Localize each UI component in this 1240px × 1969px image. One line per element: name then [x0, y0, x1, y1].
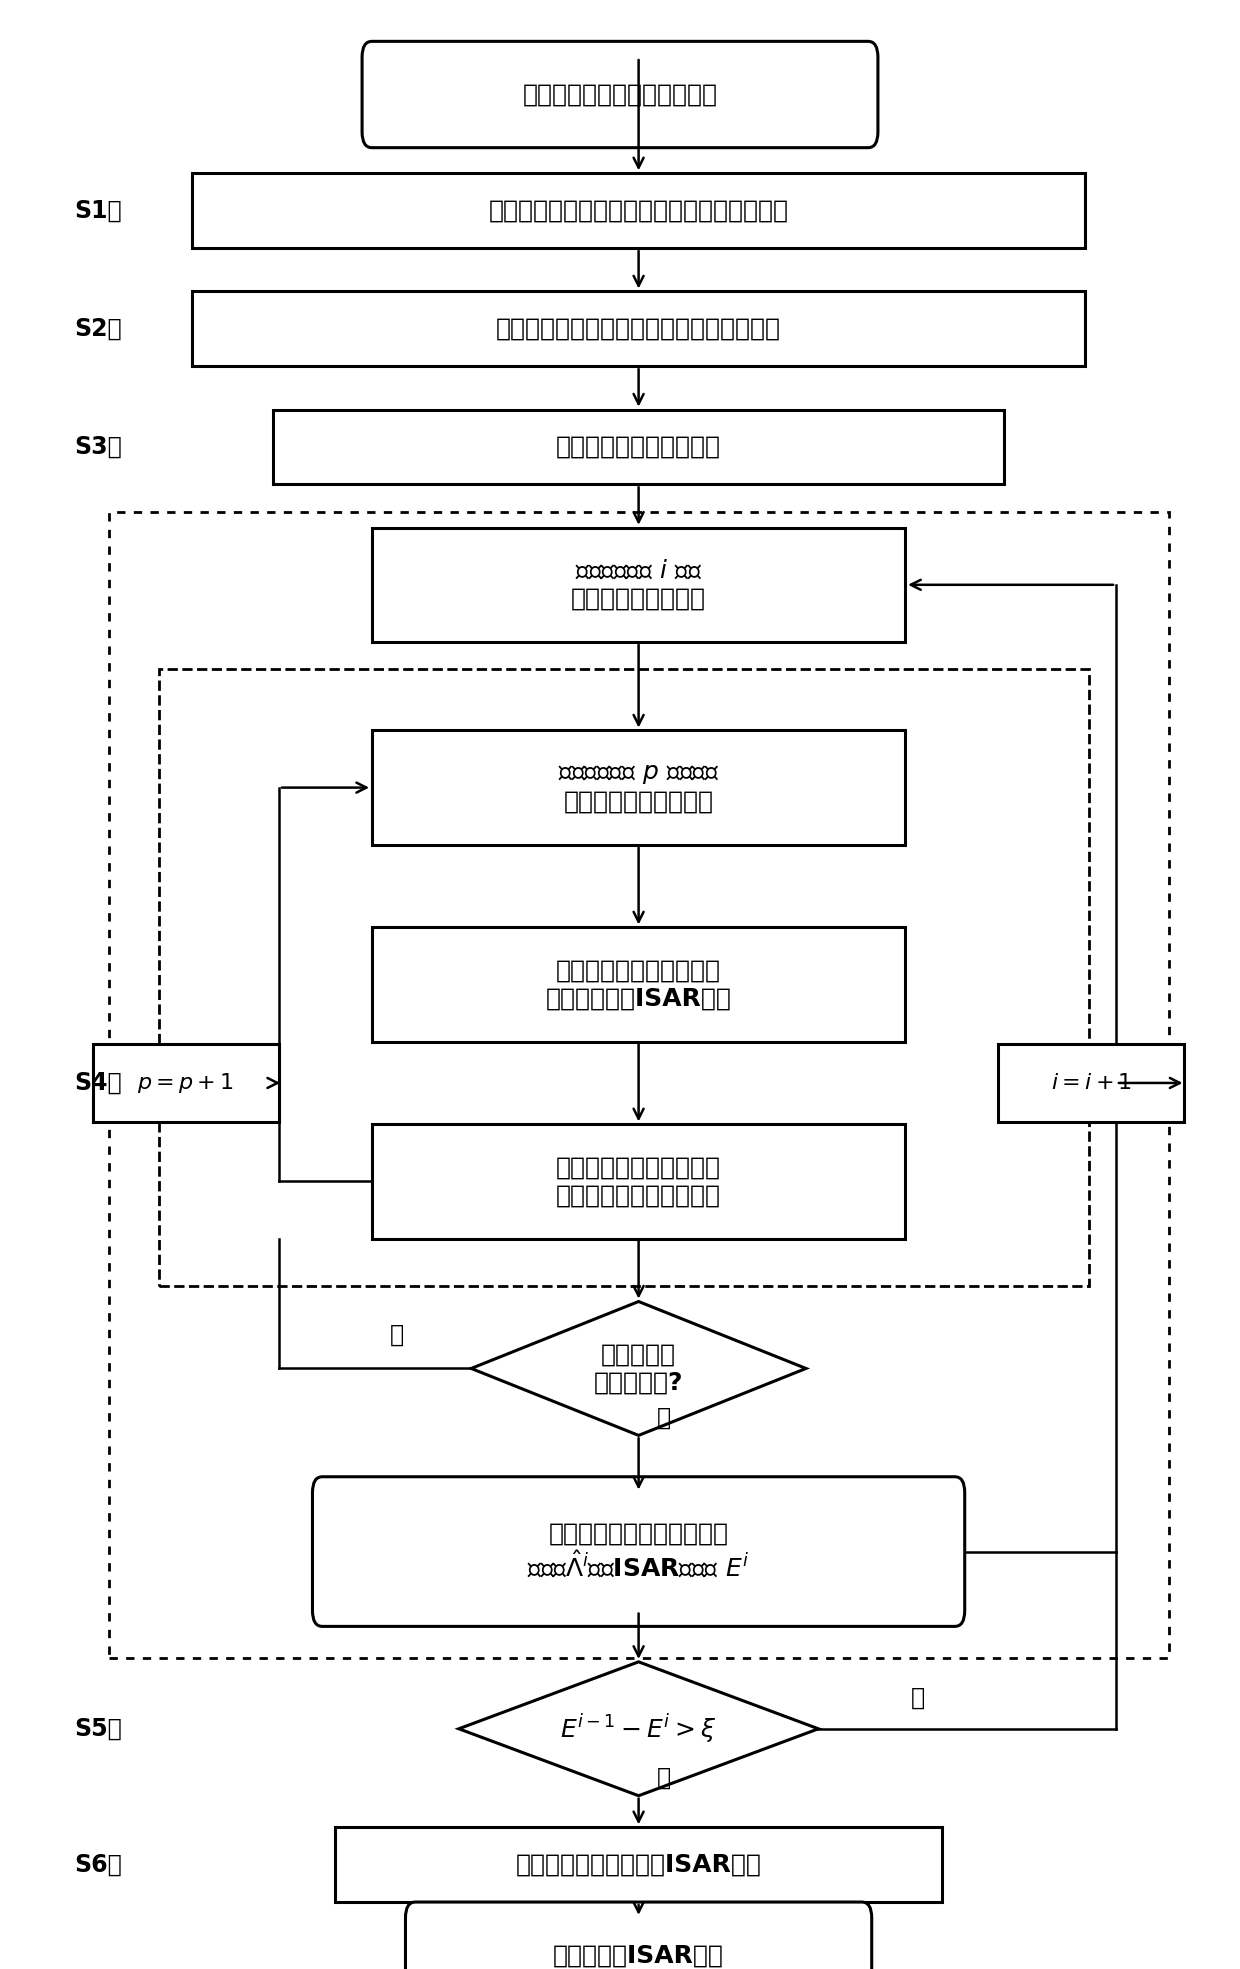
Text: 是: 是 — [656, 1406, 671, 1429]
Text: 聚焦良好的ISAR图像: 聚焦良好的ISAR图像 — [553, 1943, 724, 1967]
Text: S1：: S1： — [74, 199, 122, 222]
FancyBboxPatch shape — [405, 1902, 872, 1969]
FancyBboxPatch shape — [372, 730, 905, 845]
Text: S2：: S2： — [74, 317, 122, 341]
Text: 构建基于压缩感知的稀疏孔径相位自聚焦模型: 构建基于压缩感知的稀疏孔径相位自聚焦模型 — [489, 199, 789, 222]
Text: 全部回波相
位更新完毕?: 全部回波相 位更新完毕? — [594, 1343, 683, 1394]
Text: 包络对齐后的一维距离像数据: 包络对齐后的一维距离像数据 — [522, 83, 718, 106]
Text: 利用候选相位补偿向量进
行补偿并重构ISAR图像: 利用候选相位补偿向量进 行补偿并重构ISAR图像 — [546, 959, 732, 1010]
Text: 成像质量评估获取当前回
波最优补偿相位和图像熵: 成像质量评估获取当前回 波最优补偿相位和图像熵 — [556, 1156, 722, 1207]
Text: S3：: S3： — [74, 435, 123, 459]
Text: S5：: S5： — [74, 1717, 123, 1741]
FancyBboxPatch shape — [192, 173, 1085, 248]
FancyBboxPatch shape — [998, 1044, 1184, 1122]
Text: 设定本轮（第 $i$ 轮）
相位误差估计偏移值: 设定本轮（第 $i$ 轮） 相位误差估计偏移值 — [572, 559, 706, 610]
Text: 否: 否 — [656, 1766, 671, 1790]
Text: $E^{i-1}-E^i>\xi$: $E^{i-1}-E^i>\xi$ — [560, 1711, 717, 1747]
FancyBboxPatch shape — [93, 1044, 279, 1122]
FancyBboxPatch shape — [312, 1477, 965, 1626]
Text: 当前回波（第 $p$ 个）偏移
候选相位补偿向量获取: 当前回波（第 $p$ 个）偏移 候选相位补偿向量获取 — [558, 762, 719, 813]
Text: 更新相位自聚焦，重构ISAR图像: 更新相位自聚焦，重构ISAR图像 — [516, 1853, 761, 1876]
Text: 本轮迭代估计的相位误差补
偿向量$\hat{\Lambda}^i$以及ISAR图像熵 $E^i$: 本轮迭代估计的相位误差补 偿向量$\hat{\Lambda}^i$以及ISAR图… — [527, 1522, 750, 1581]
Text: 设置迭代算法初始参数值: 设置迭代算法初始参数值 — [556, 435, 722, 459]
Text: $p = p+1$: $p = p+1$ — [138, 1071, 234, 1095]
FancyBboxPatch shape — [362, 41, 878, 148]
Polygon shape — [471, 1302, 806, 1435]
FancyBboxPatch shape — [192, 291, 1085, 366]
FancyBboxPatch shape — [273, 410, 1004, 484]
Polygon shape — [459, 1662, 818, 1796]
Text: 是: 是 — [910, 1685, 925, 1709]
Text: S4：: S4： — [74, 1071, 122, 1095]
FancyBboxPatch shape — [372, 528, 905, 642]
Text: $i = i+1$: $i = i+1$ — [1050, 1073, 1132, 1093]
FancyBboxPatch shape — [372, 927, 905, 1042]
FancyBboxPatch shape — [335, 1827, 942, 1902]
Text: 否: 否 — [389, 1323, 404, 1347]
Text: S6：: S6： — [74, 1853, 123, 1876]
Text: 选择参与相位补偿参数估计的目标距离单元: 选择参与相位补偿参数估计的目标距离单元 — [496, 317, 781, 341]
FancyBboxPatch shape — [372, 1124, 905, 1239]
